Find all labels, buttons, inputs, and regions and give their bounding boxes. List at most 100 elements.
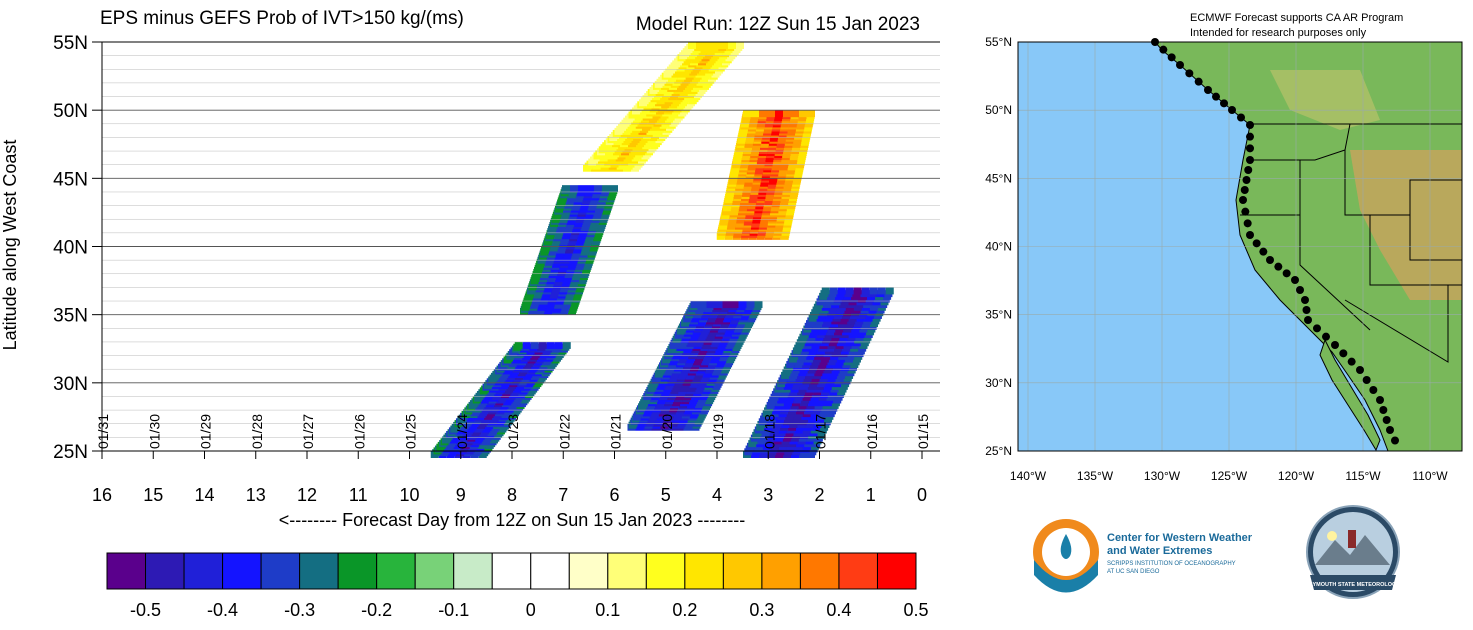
track-point — [1369, 386, 1378, 394]
colorbar-swatch — [260, 552, 301, 590]
heatmap-cell — [698, 301, 707, 309]
track-point — [1259, 247, 1268, 256]
mountain-shading — [1270, 70, 1380, 130]
colorbar-swatch — [568, 552, 609, 590]
track-point — [1347, 357, 1356, 366]
x-tick-label: 13 — [246, 485, 266, 505]
chart-subtitle: Model Run: 12Z Sun 15 Jan 2023 — [636, 14, 920, 35]
heatmap-cell — [821, 287, 830, 295]
colorbar-tick-label: 0 — [526, 600, 536, 620]
colorbar-swatch — [222, 552, 262, 590]
date-marker-label: 01/22 — [556, 414, 572, 449]
track-point — [1204, 86, 1212, 94]
track-point — [1243, 219, 1252, 228]
heatmap-cell — [610, 185, 618, 193]
track-point — [1322, 332, 1330, 341]
map-lon-label: 125°W — [1211, 469, 1248, 483]
heatmap-cell — [845, 287, 854, 295]
colorbar-tick-label: 0.2 — [672, 600, 697, 620]
plot-frame — [101, 41, 940, 452]
heatmap-cell — [514, 341, 523, 349]
x-tick-label: 15 — [143, 485, 163, 505]
y-tick-label: 55N — [53, 33, 88, 54]
colorbar-swatch — [106, 552, 147, 590]
colorbar-tick-label: -0.1 — [438, 600, 469, 620]
track-point — [1356, 366, 1364, 374]
colorbar-tick-label: 0.3 — [749, 600, 774, 620]
x-tick-label: 12 — [297, 485, 317, 505]
track-point — [1282, 269, 1291, 278]
track-point — [1159, 45, 1168, 54]
track-point — [1246, 144, 1254, 153]
heatmap-cell — [775, 110, 783, 118]
heatmap-cell — [562, 185, 570, 193]
heatmap-cell — [791, 110, 799, 118]
heatmap-cell — [538, 341, 547, 349]
colorbar-swatch — [414, 552, 455, 590]
heatmap-cell — [554, 341, 563, 349]
heatmap-cell — [578, 185, 586, 193]
heatmap-cell — [799, 110, 807, 118]
date-marker-label: 01/18 — [761, 414, 777, 449]
heatmap-cell — [546, 341, 555, 349]
heatmap-cell — [522, 341, 531, 349]
heatmap-cell — [530, 341, 539, 349]
map-lon-label: 120°W — [1278, 469, 1315, 483]
x-tick-label: 10 — [399, 485, 419, 505]
heatmap-cell — [861, 287, 870, 295]
track-point — [1376, 396, 1384, 404]
track-point — [1386, 426, 1394, 434]
heatmap-cell — [594, 185, 602, 193]
colorbar-swatch — [876, 552, 917, 590]
cw3e-name-line3: SCRIPPS INSTITUTION OF OCEANOGRAPHY — [1107, 561, 1236, 567]
track-point — [1228, 106, 1236, 114]
colorbar-swatch — [337, 552, 378, 590]
cw3e-logo — [1033, 519, 1099, 593]
track-point — [1296, 286, 1304, 294]
colorbar-swatch — [761, 552, 801, 590]
track-point — [1313, 324, 1321, 333]
track-point — [1176, 61, 1184, 69]
colorbar-swatch — [645, 552, 686, 590]
x-tick-labels: 16 15 14 13 12 11 10 9 8 7 6 5 4 3 2 1 0 — [92, 451, 927, 505]
colorbar-tick-label: -0.2 — [361, 600, 392, 620]
y-tick-label: 25N — [53, 442, 88, 463]
heatmap-cell — [751, 110, 759, 118]
map-lat-label: 30°N — [985, 376, 1012, 390]
highland-shading — [1350, 150, 1462, 300]
track-point — [1246, 231, 1254, 239]
heatmap-cell — [807, 110, 815, 118]
map-lon-label: 140°W — [1010, 469, 1047, 483]
heatmap-cell — [688, 42, 696, 49]
map-lat-label: 50°N — [985, 103, 1012, 117]
colorbar-tick-label: 0.5 — [903, 600, 928, 620]
heatmap-cell — [562, 341, 571, 349]
track-point — [1185, 69, 1194, 78]
colorbar-tick-label: -0.3 — [284, 600, 315, 620]
track-point — [1304, 316, 1312, 324]
cw3e-name-line2: and Water Extremes — [1107, 545, 1212, 557]
colorbar-swatch — [722, 552, 763, 590]
heatmap-cell — [696, 42, 704, 49]
baja-peninsula — [1319, 338, 1381, 452]
date-marker-label: 01/27 — [300, 414, 316, 449]
x-tick-label: 9 — [456, 485, 466, 505]
y-tick-label: 30N — [53, 374, 88, 395]
date-marker-label: 01/15 — [915, 414, 931, 449]
chart-title: EPS minus GEFS Prob of IVT>150 kg/(ms) — [100, 8, 464, 29]
heatmap-cell — [746, 301, 755, 309]
map-lat-label: 45°N — [985, 171, 1012, 185]
heatmap-cell — [754, 301, 763, 309]
heatmap-cell — [712, 42, 720, 49]
track-point — [1301, 296, 1309, 304]
heatmap-cell — [767, 110, 775, 118]
date-marker-label: 01/29 — [198, 414, 214, 449]
hovmoller-chart: EPS minus GEFS Prob of IVT>150 kg/(ms) M… — [0, 8, 940, 530]
x-axis-label: <-------- Forecast Day from 12Z on Sun 1… — [279, 510, 746, 530]
coastal-track-points — [1151, 38, 1399, 445]
date-marker-label: 01/20 — [659, 414, 675, 449]
heatmap-cell — [837, 287, 846, 295]
colorbar-swatch — [607, 552, 647, 590]
date-marker-label: 01/19 — [710, 414, 726, 449]
x-tick-label: 2 — [814, 485, 824, 505]
